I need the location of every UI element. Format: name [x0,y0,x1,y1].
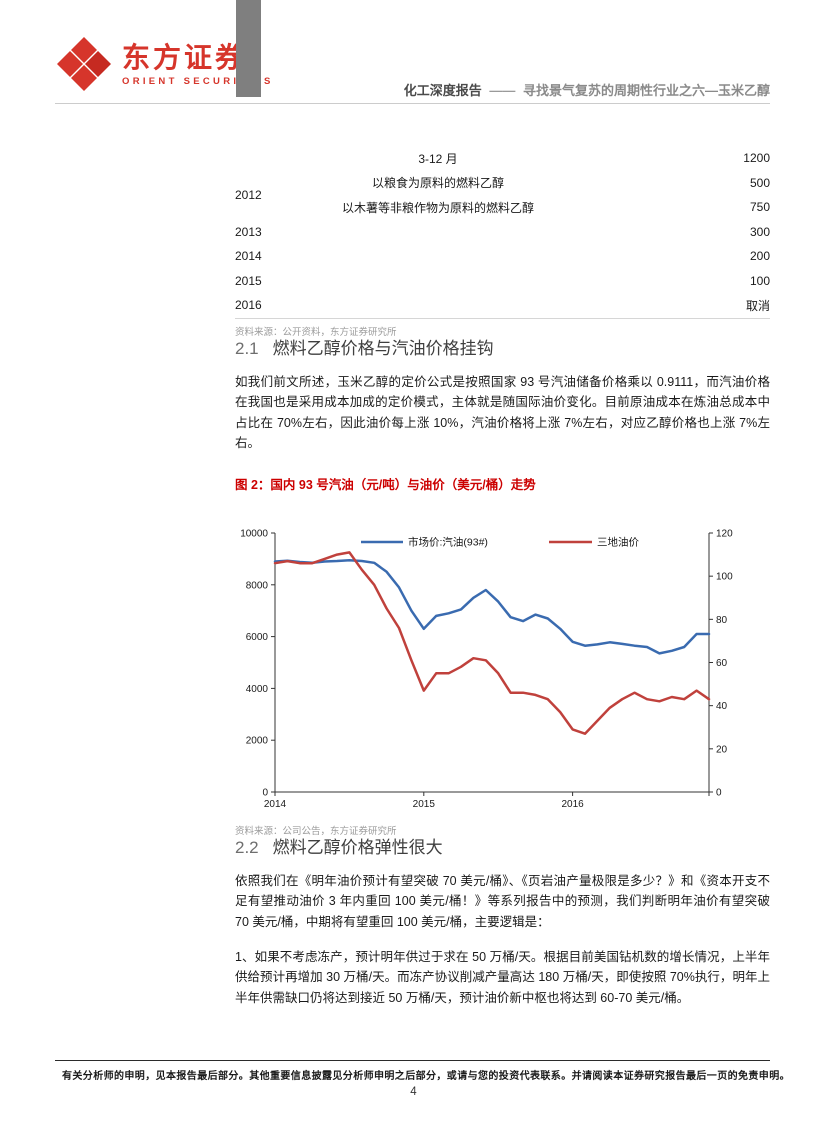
legend-label-1: 三地油价 [597,535,639,548]
section-2-2-heading: 2.2 燃料乙醇价格弹性很大 [235,837,770,859]
table-row: 2013 300 [235,220,770,245]
svg-text:2000: 2000 [246,736,269,747]
cell-value: 200 [749,249,770,264]
cell-year: 2015 [235,273,262,288]
svg-text:4000: 4000 [246,684,269,695]
subsidy-table: 3-12 月 1200 2012 以粮食为原料的燃料乙醇 500 以木薯等非粮作物为原料的… [235,146,770,319]
chart-source-note: 资料来源：公司公告，东方证券研究所 [235,825,397,837]
section-2-1-number: 2.1 [235,338,259,358]
svg-text:0: 0 [262,787,268,798]
section-2-2-number: 2.2 [235,837,259,857]
svg-text:2014: 2014 [264,799,287,810]
svg-text:80: 80 [716,615,728,626]
svg-text:100: 100 [716,572,733,583]
svg-text:60: 60 [716,658,728,669]
table-row: 2012 以粮食为原料的燃料乙醇 500 [235,171,770,202]
report-type: 化工深度报告 [403,83,482,98]
cell-description [325,244,551,269]
cell-value: 500 [749,175,770,190]
brand-name-cn: 东方证券 [122,42,247,74]
cell-description [325,293,551,318]
brand-logo: 东方证券 ORIENT SECURITIES [55,36,274,94]
table-row: 2016 取消 [235,293,770,318]
brand-name-en: ORIENT SECURITIES [122,75,274,87]
page-number: 4 [410,1086,417,1098]
cell-description: 以粮食为原料的燃料乙醇 [371,176,504,191]
svg-text:8000: 8000 [246,580,269,591]
cell-year: 2014 [235,249,262,264]
svg-text:120: 120 [716,528,733,539]
table-row: 3-12 月 1200 [235,146,770,171]
table-source-note: 资料来源：公开资料，东方证券研究所 [235,326,397,338]
brand-text: 东方证券 ORIENT SECURITIES [122,42,274,87]
section-2-1-title: 燃料乙醇价格与汽油价格挂钩 [272,338,494,358]
header-gray-bar [236,0,261,97]
footer-divider [55,1060,770,1061]
table-row: 2015 100 [235,269,770,294]
cell-value: 750 [749,200,770,215]
section-2-2-paragraph-2: 1、如果不考虑冻产，预计明年供过于求在 50 万桶/天。根据目前美国钻机数的增长… [235,949,770,1005]
cell-value: 取消 [745,298,770,313]
subsidy-table-body: 3-12 月 1200 2012 以粮食为原料的燃料乙醇 500 以木薯等非粮作物为原料的… [235,146,770,318]
report-content: 3-12 月 1200 2012 以粮食为原料的燃料乙醇 500 以木薯等非粮作物为原料的… [235,146,770,1008]
svg-text:0: 0 [716,787,722,798]
report-header-meta: 化工深度报告 —— 寻找景气复苏的周期性行业之六—玉米乙醇 [404,80,770,99]
chart-line-0 [273,558,711,655]
section-2-1-paragraph: 如我们前文所述，玉米乙醇的定价公式是按照国家 93 号汽油储备价格乘以 0.91… [235,374,770,451]
svg-text:6000: 6000 [246,632,269,643]
table-row: 2014 200 [235,244,770,269]
section-2-2-title: 燃料乙醇价格弹性很大 [272,837,443,857]
report-title: 寻找景气复苏的周期性行业之六—玉米乙醇 [522,83,770,98]
header-divider [55,103,770,104]
cell-year [235,146,325,171]
table-row: 以木薯等非粮作物为原料的燃料乙醇 750 [235,195,770,220]
cell-year: 2012 [235,188,262,202]
svg-text:40: 40 [716,701,728,712]
orient-diamond-logo-icon [57,37,111,91]
legend-label-0: 市场价:汽油(93#) [408,535,488,548]
cell-description: 以木薯等非粮作物为原料的燃料乙醇 [341,200,534,215]
svg-text:20: 20 [716,744,728,755]
figure-2-chart-wrap: 0 2000 4000 6000 8000 10000 0 20 40 60 80 100 120 201… [237,517,770,818]
cell-description [325,269,551,294]
cell-year: 2016 [235,298,262,313]
figure-2-caption: 图 2：国内 93 号汽油（元/吨）与油价（美元/桶）走势 [235,477,536,492]
footer-disclaimer: 有关分析师的申明，见本报告最后部分。其他重要信息披露见分析师申明之后部分，或请与… [62,1071,790,1082]
cell-description [325,220,551,245]
svg-text:10000: 10000 [240,528,268,539]
cell-value: 300 [749,224,770,239]
svg-text:2015: 2015 [413,799,436,810]
cell-value: 1200 [743,151,770,166]
cell-value: 100 [749,273,770,288]
svg-text:2016: 2016 [561,799,584,810]
chart-line-1 [273,551,711,735]
section-2-1-heading: 2.1 燃料乙醇价格与汽油价格挂钩 [235,338,770,360]
header-dash: —— [489,83,516,98]
cell-year: 2013 [235,224,262,239]
gasoline-oil-price-chart: 0 2000 4000 6000 8000 10000 0 20 40 60 80 100 120 201… [240,528,733,810]
cell-description: 3-12 月 [418,151,458,166]
section-2-2-paragraph-1: 依照我们在《明年油价预计有望突破 70 美元/桶》、《页岩油产量极限是多少？》和… [235,873,770,930]
